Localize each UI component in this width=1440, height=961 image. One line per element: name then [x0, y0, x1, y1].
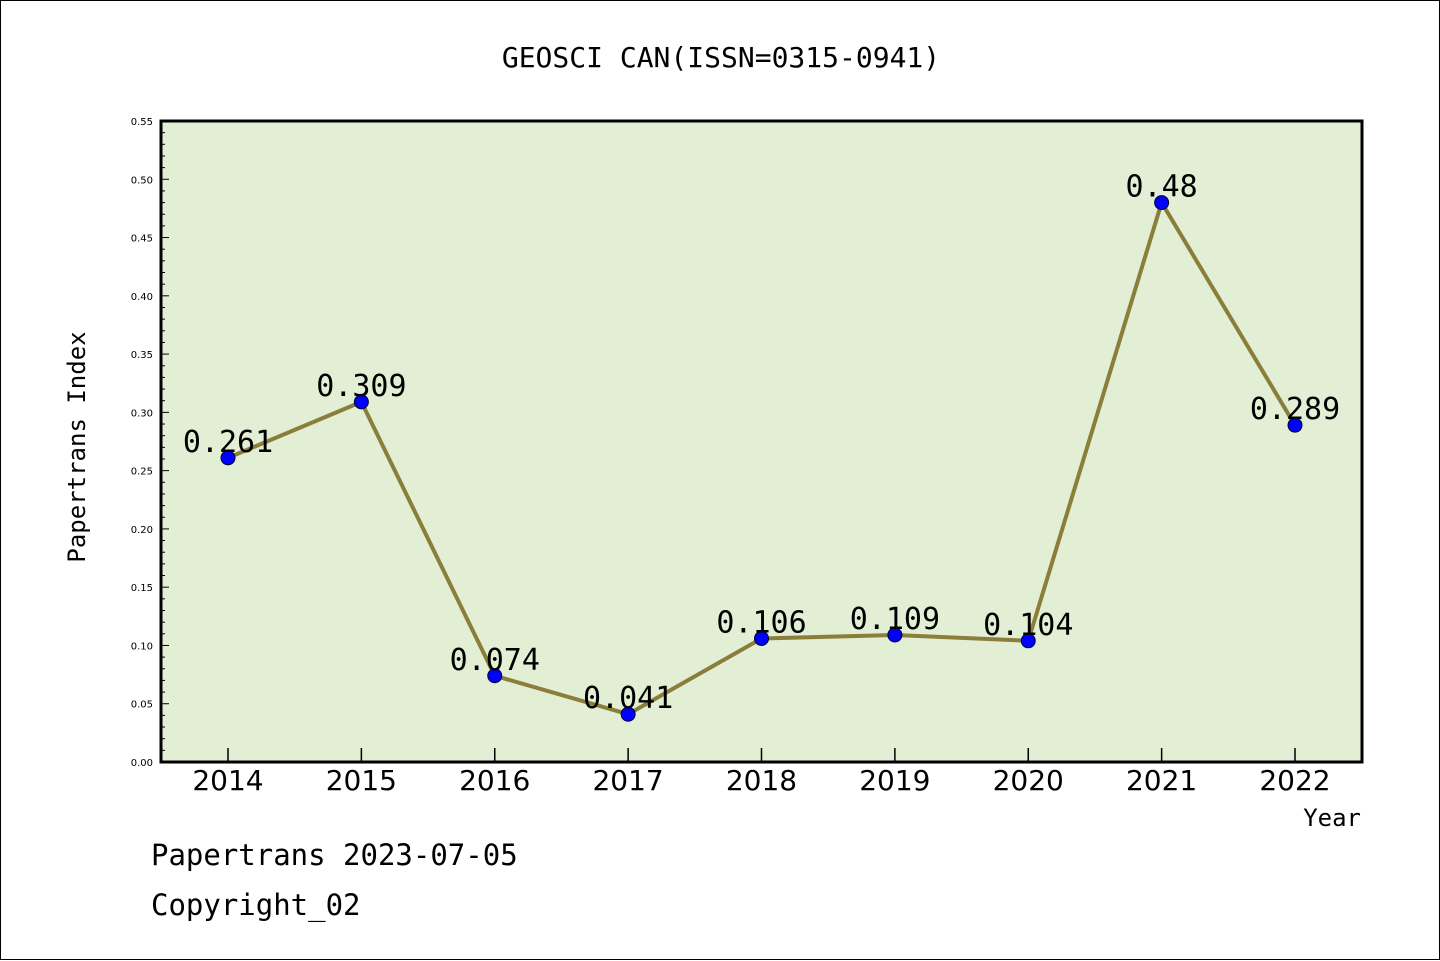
data-point	[1020, 633, 1036, 649]
data-label: 0.48	[1126, 170, 1198, 205]
data-label: 0.041	[583, 681, 673, 716]
data-point	[620, 706, 636, 722]
x-tick-label: 2014	[192, 764, 263, 797]
data-label: 0.289	[1250, 392, 1340, 427]
y-tick-label: 0.35	[131, 350, 153, 361]
y-tick-label: 0.10	[131, 641, 153, 652]
x-tick-label: 2017	[592, 764, 663, 797]
y-tick-label: 0.00	[131, 758, 153, 769]
data-label: 0.074	[450, 643, 540, 678]
data-point	[887, 627, 903, 643]
footer-copyright: Copyright_02	[151, 888, 361, 923]
x-tick-label: 2022	[1259, 764, 1330, 797]
data-point	[1154, 195, 1170, 211]
series-markers	[220, 195, 1303, 722]
y-tick-label: 0.20	[131, 525, 153, 536]
x-tick-label: 2019	[859, 764, 930, 797]
y-tick-label: 0.45	[131, 234, 153, 245]
chart-title: GEOSCI CAN(ISSN=0315-0941)	[502, 41, 940, 74]
y-tick-label: 0.25	[131, 467, 153, 478]
y-tick-label: 0.50	[131, 175, 153, 186]
x-tick-label: 2016	[459, 764, 530, 797]
y-tick-label: 0.30	[131, 408, 153, 419]
x-axis-label: Year	[1303, 804, 1361, 832]
x-tick-label: 2015	[326, 764, 397, 797]
y-tick-label: 0.55	[131, 117, 153, 128]
x-tick-label: 2021	[1126, 764, 1197, 797]
data-label: 0.106	[716, 605, 806, 640]
x-tick-label: 2020	[993, 764, 1064, 797]
y-axis: 0.00 0.05 0.10 0.15 0.20 0.25 0.30 0.35 0.40 0.45…	[131, 117, 169, 769]
x-axis: 2014 2015 2016 2017 2018 2019 2020 2021 2022	[192, 748, 1331, 797]
data-point	[220, 450, 236, 466]
data-label: 0.104	[983, 608, 1073, 643]
data-label: 0.309	[316, 369, 406, 404]
footer-date: Papertrans 2023-07-05	[151, 838, 518, 872]
x-tick-label: 2018	[726, 764, 797, 797]
y-tick-label: 0.05	[131, 700, 153, 711]
y-tick-label: 0.15	[131, 583, 153, 594]
data-point	[754, 630, 769, 646]
data-point	[487, 668, 503, 684]
data-labels: 0.261 0.309 0.074 0.041 0.106 0.109 0.104 0.48 0…	[183, 170, 1340, 717]
y-tick-label: 0.40	[131, 292, 153, 303]
plot-area	[159, 119, 1364, 764]
data-point	[1287, 417, 1303, 433]
data-point	[353, 394, 369, 410]
y-axis-label: Papertrans Index	[63, 331, 91, 562]
data-label: 0.261	[183, 425, 273, 460]
data-label: 0.109	[850, 602, 940, 637]
